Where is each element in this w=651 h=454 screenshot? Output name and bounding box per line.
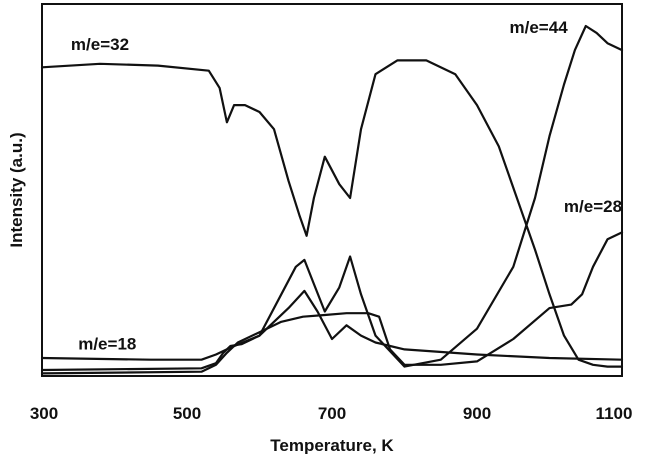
x-axis-title: Temperature, K xyxy=(270,436,394,454)
plot-frame xyxy=(41,3,623,377)
x-tick-label-1100: 1100 xyxy=(596,404,633,423)
series-group xyxy=(40,24,624,375)
series-line-m-e-32 xyxy=(40,59,624,368)
series-line-m-e-18 xyxy=(40,289,624,361)
series-label-m-e-18: m/e=18 xyxy=(78,334,136,353)
x-tick-label-700: 700 xyxy=(318,404,346,423)
series-label-m-e-28: m/e=28 xyxy=(564,197,622,216)
x-tick-label-500: 500 xyxy=(173,404,201,423)
x-tick-labels: 300 500 700 900 1100 xyxy=(30,404,633,423)
series-line-m-e-44 xyxy=(40,24,624,372)
series-label-m-e-44: m/e=44 xyxy=(510,18,569,37)
x-tick-label-300: 300 xyxy=(30,404,58,423)
series-label-m-e-32: m/e=32 xyxy=(71,35,129,54)
y-axis-title: Intensity (a.u.) xyxy=(7,132,26,247)
series-labels: m/e=32 m/e=44 m/e=28 m/e=18 xyxy=(71,18,622,353)
x-tick-label-900: 900 xyxy=(463,404,491,423)
